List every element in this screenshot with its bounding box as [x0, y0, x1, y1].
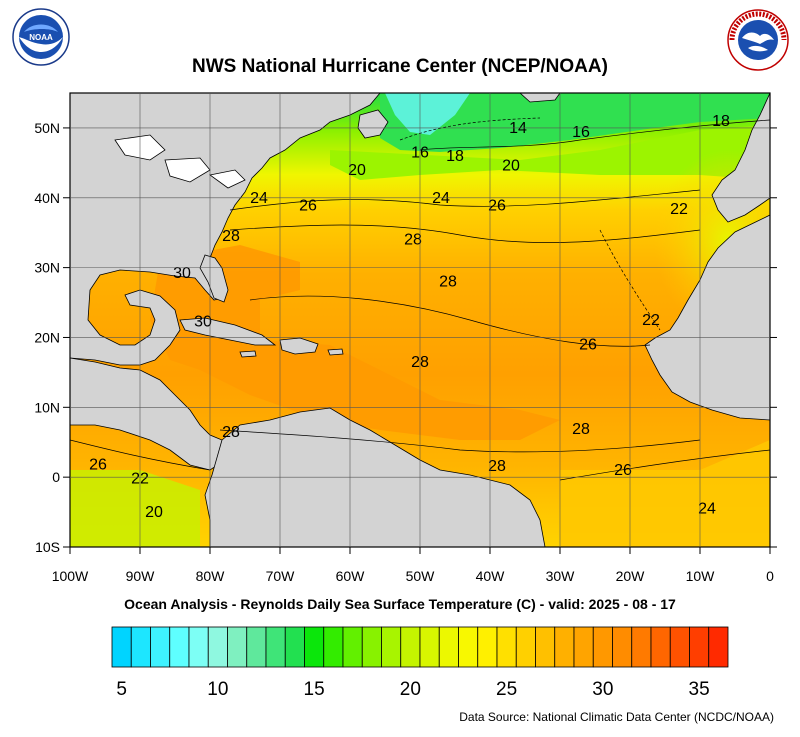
contour-label: 26	[299, 197, 317, 214]
noaa-logo: NOAA	[12, 8, 70, 66]
warm-pool-gulf-caribbean	[150, 245, 560, 440]
nws-logo	[727, 9, 789, 71]
lat-tick-label: 50N	[34, 120, 60, 136]
lat-tick-label: 20N	[34, 329, 60, 345]
contour-label: 24	[698, 501, 716, 518]
northern-land	[519, 93, 561, 103]
chart-title: NWS National Hurricane Center (NCEP/NOAA…	[192, 56, 608, 77]
lon-tick-label: 60W	[336, 568, 366, 584]
contour-label: 28	[439, 274, 457, 291]
graticule	[70, 93, 770, 547]
chart-subtitle: Ocean Analysis - Reynolds Daily Sea Surf…	[124, 596, 676, 612]
lon-tick-label: 10W	[686, 568, 716, 584]
land-masses	[70, 93, 770, 547]
puerto-rico	[327, 348, 344, 356]
lon-tick-label: 100W	[52, 568, 89, 584]
axis-ticks: 100W 90W 80W 70W 60W 50W 40W 30W 20W 10W 0 50N 40N 30…	[34, 120, 777, 584]
contour-lines	[70, 117, 770, 481]
jamaica	[239, 350, 257, 358]
data-source-note: Data Source: National Climatic Data Cent…	[459, 710, 774, 724]
southern-cool-water	[70, 470, 200, 547]
florida	[199, 254, 229, 303]
contour-label: 22	[642, 312, 660, 329]
contour-label: 24	[432, 190, 450, 207]
contour-label: 28	[222, 424, 240, 441]
contour-label: 26	[89, 457, 107, 474]
contour-label: 28	[222, 228, 240, 245]
contour-label: 30	[194, 313, 212, 330]
contour-label: 16	[572, 124, 590, 141]
south-atlantic-cool	[560, 440, 770, 547]
great-lakes	[114, 134, 246, 189]
contour-label: 26	[488, 197, 506, 214]
contour-label: 20	[145, 504, 163, 521]
africa	[644, 214, 770, 421]
lon-tick-label: 90W	[126, 568, 156, 584]
europe-iberia	[711, 93, 770, 223]
contour-label: 22	[670, 201, 688, 218]
lon-tick-label: 20W	[616, 568, 646, 584]
lat-tick-label: 30N	[34, 260, 60, 276]
noaa-logo-text: NOAA	[29, 33, 53, 42]
lat-tick-label: 10S	[35, 539, 60, 555]
contour-label: 24	[250, 190, 268, 207]
contour-label: 20	[348, 162, 366, 179]
contour-label: 18	[446, 148, 464, 165]
contour-label: 20	[502, 158, 520, 175]
contour-label: 14	[509, 120, 527, 137]
lon-tick-label: 40W	[476, 568, 506, 584]
lon-tick-label: 70W	[266, 568, 296, 584]
contour-label: 26	[579, 336, 597, 353]
lon-tick-label: 80W	[196, 568, 226, 584]
north-america	[70, 93, 381, 366]
contour-label: 28	[404, 232, 422, 249]
cuba	[179, 317, 277, 346]
contour-label: 30	[173, 265, 191, 282]
lon-tick-label: 0	[766, 568, 774, 584]
cold-water-labrador	[385, 93, 470, 135]
contour-label: 28	[488, 458, 506, 475]
hispaniola	[279, 337, 319, 355]
lat-tick-label: 40N	[34, 190, 60, 206]
contour-label: 26	[614, 462, 632, 479]
lon-tick-label: 50W	[406, 568, 436, 584]
lat-tick-label: 10N	[34, 399, 60, 415]
contour-label: 28	[572, 421, 590, 438]
contour-label: 18	[712, 113, 730, 130]
lat-tick-label: 0	[52, 469, 60, 485]
lon-tick-label: 30W	[546, 568, 576, 584]
cold-water-north	[380, 93, 770, 152]
